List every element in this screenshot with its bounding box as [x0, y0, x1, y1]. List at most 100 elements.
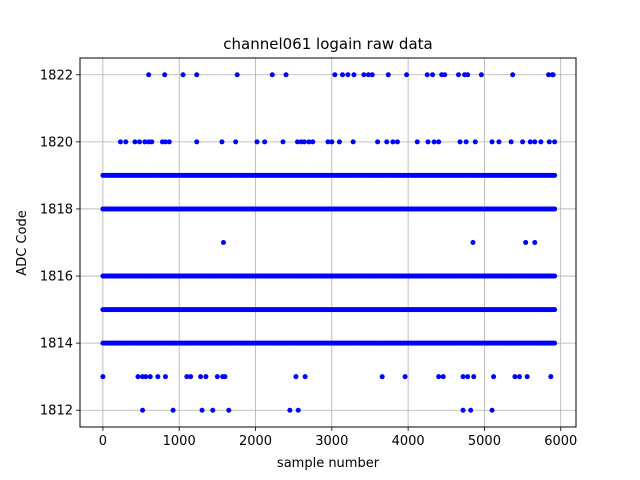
data-point	[402, 374, 408, 380]
data-point	[135, 374, 141, 380]
data-point	[220, 240, 226, 245]
data-point	[302, 374, 308, 380]
data-point	[457, 139, 463, 145]
data-point	[332, 72, 338, 78]
data-point	[470, 240, 476, 245]
data-point	[226, 407, 232, 413]
y-tick-label: 1822	[40, 68, 73, 83]
data-point	[465, 72, 471, 78]
data-point	[184, 374, 190, 380]
data-point	[325, 139, 331, 145]
data-point	[552, 340, 558, 346]
data-point	[455, 72, 461, 78]
data-point	[496, 139, 502, 145]
data-point	[431, 139, 437, 145]
data-point	[508, 139, 514, 145]
x-tick-label: 0	[99, 434, 107, 449]
data-point	[166, 139, 172, 145]
y-tick-label: 1816	[40, 270, 73, 285]
data-point	[552, 139, 558, 145]
data-point	[143, 374, 149, 380]
data-point	[532, 139, 538, 145]
data-point	[132, 139, 138, 145]
data-point	[552, 273, 558, 279]
data-point	[162, 139, 168, 145]
data-point	[463, 139, 469, 145]
data-point	[219, 139, 225, 145]
data-point	[149, 139, 155, 145]
data-point	[345, 72, 351, 78]
data-point	[424, 72, 430, 78]
data-point	[465, 374, 471, 380]
data-point	[440, 374, 446, 380]
data-point	[214, 374, 220, 380]
data-point	[478, 72, 484, 78]
data-point	[310, 139, 316, 145]
data-point	[365, 72, 371, 78]
y-tick-label: 1820	[40, 135, 73, 150]
data-point	[336, 139, 342, 145]
data-point	[520, 139, 526, 145]
data-point	[100, 374, 106, 380]
x-tick-label: 5000	[468, 434, 501, 449]
x-axis-label: sample number	[277, 456, 380, 471]
data-point	[254, 139, 260, 145]
x-tick-label: 3000	[315, 434, 348, 449]
data-point	[301, 139, 307, 145]
data-point	[283, 72, 289, 78]
data-point	[293, 374, 299, 380]
data-point	[548, 374, 554, 380]
data-point	[203, 374, 209, 380]
y-axis-ticks: 1812 1814 1816 1818 1820 1822	[40, 68, 80, 419]
data-point	[375, 139, 381, 145]
data-point	[527, 139, 533, 145]
data-point	[430, 72, 436, 78]
data-point	[210, 407, 216, 413]
data-point	[306, 139, 312, 145]
data-point	[147, 374, 153, 380]
data-point	[414, 139, 420, 145]
data-point	[194, 72, 200, 78]
data-point	[442, 72, 448, 78]
data-point	[162, 72, 168, 78]
data-point	[146, 72, 152, 78]
data-point	[471, 374, 477, 380]
data-point	[350, 139, 356, 145]
data-point	[379, 374, 385, 380]
data-point	[460, 407, 466, 413]
y-axis-label: ADC Code	[15, 210, 30, 275]
data-point	[155, 374, 161, 380]
data-point	[369, 72, 375, 78]
data-point	[329, 139, 335, 145]
data-point	[222, 374, 228, 380]
y-tick-label: 1812	[40, 404, 73, 419]
data-point	[517, 374, 523, 380]
data-point	[188, 374, 194, 380]
x-axis-ticks: 0 1000 2000 3000 4000 5000 6000	[99, 427, 577, 449]
data-point	[394, 139, 400, 145]
data-point	[137, 139, 143, 145]
data-point	[404, 72, 410, 78]
data-point	[538, 139, 544, 145]
data-point	[294, 139, 300, 145]
data-point	[384, 139, 390, 145]
y-tick-label: 1818	[40, 202, 73, 217]
data-point	[532, 240, 538, 245]
data-point	[162, 374, 168, 380]
data-point	[180, 72, 186, 78]
data-point	[472, 139, 478, 145]
x-tick-label: 6000	[544, 434, 577, 449]
data-point	[552, 307, 558, 313]
data-point	[262, 139, 268, 145]
data-point	[361, 72, 367, 78]
data-point	[512, 374, 518, 380]
data-point	[295, 407, 301, 413]
plot-frame	[79, 57, 577, 428]
data-point	[436, 374, 442, 380]
chart-title: channel061 logain raw data	[223, 35, 432, 53]
data-point	[510, 72, 516, 78]
data-point	[194, 139, 200, 145]
y-tick-label: 1814	[40, 337, 73, 352]
